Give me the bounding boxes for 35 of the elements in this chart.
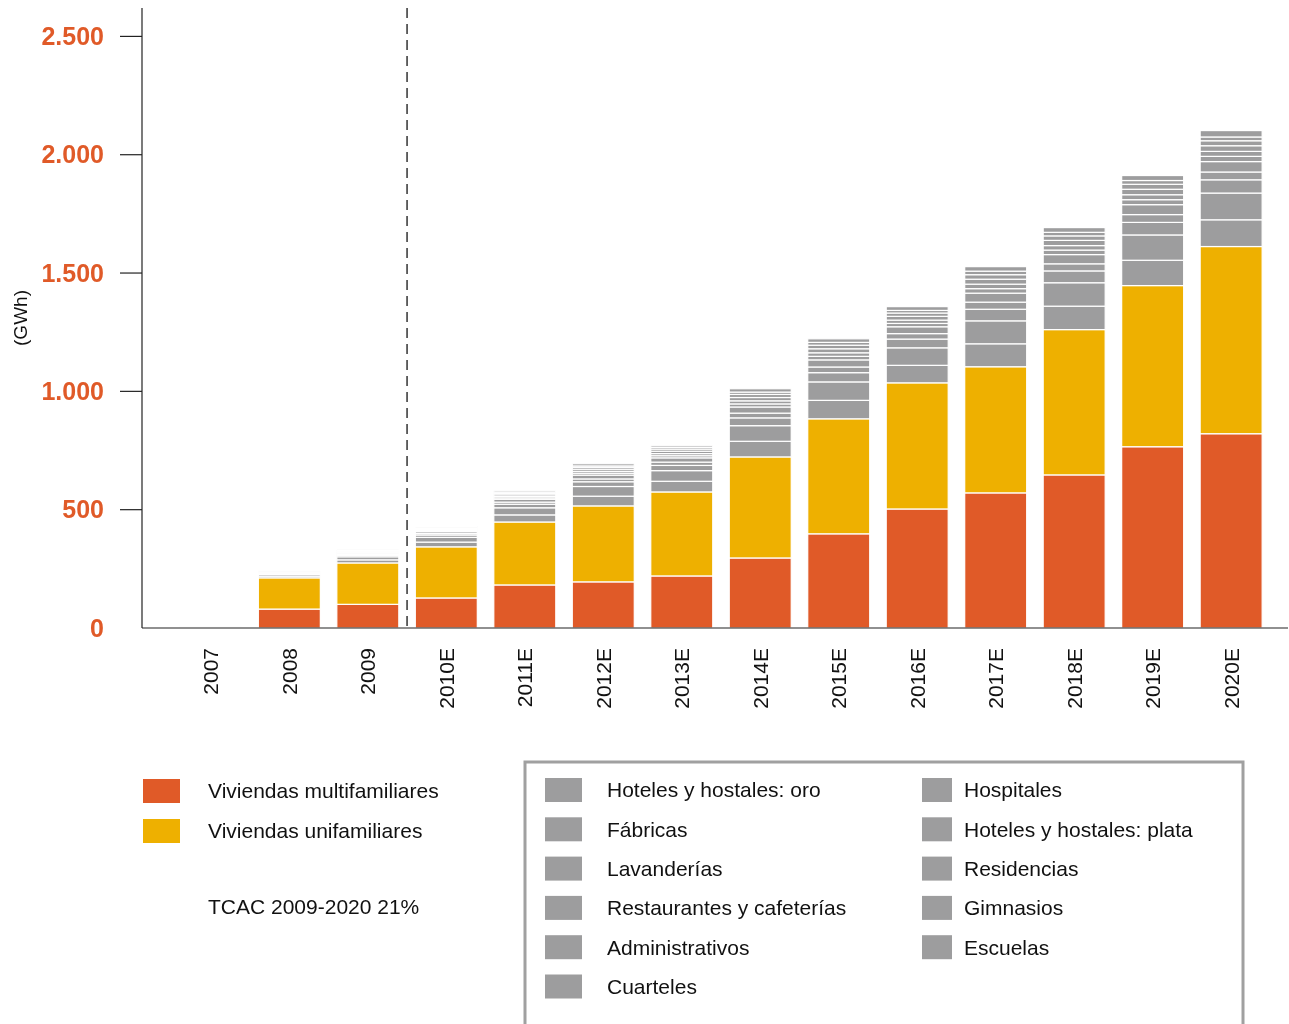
x-tick-label: 2008: [277, 648, 301, 695]
y-tick-label: 1.500: [41, 258, 104, 287]
legend-label: Escuelas: [964, 935, 1050, 959]
x-tick-label: 2015E: [827, 648, 851, 709]
legend-label: Viviendas multifamiliares: [208, 779, 439, 803]
x-tick-label: 2013E: [670, 648, 694, 709]
x-tick-label: 2020E: [1219, 648, 1243, 709]
x-tick-label: 2018E: [1062, 648, 1086, 709]
y-tick-label: 2.500: [41, 22, 104, 51]
legend-label: Administrativos: [607, 935, 750, 959]
text: TCAC 2009-2020 21%: [208, 895, 420, 919]
legend-label: Hospitales: [964, 778, 1063, 802]
x-tick-label: 2010E: [434, 648, 458, 709]
x-tick-label: 2019E: [1141, 648, 1165, 709]
x-tick-label: 2007: [199, 648, 223, 695]
legend-label: Lavanderías: [607, 856, 723, 880]
x-tick-label: 2009: [356, 648, 380, 695]
x-tick-label: 2014E: [748, 648, 772, 709]
legend-label: Hoteles y hostales: plata: [964, 817, 1194, 841]
x-tick-label: 2011E: [513, 648, 537, 708]
y-tick-label: 2.000: [41, 140, 104, 169]
legend-label: Residencias: [964, 856, 1079, 880]
legend-label: Hoteles y hostales: oro: [607, 778, 821, 802]
x-tick-label: 2012E: [591, 648, 615, 709]
y-tick-label: 500: [62, 495, 104, 524]
y-tick-label: 0: [90, 613, 104, 642]
legend-label: Viviendas unifamiliares: [208, 819, 423, 843]
x-tick-label: 2016E: [905, 648, 929, 709]
legend-label: Gimnasios: [964, 896, 1064, 920]
legend-label: Cuarteles: [607, 974, 697, 998]
legend-label: Restaurantes y cafeterías: [607, 896, 847, 920]
y-axis-title: (GWh): [9, 290, 31, 346]
x-tick-label: 2017E: [984, 648, 1008, 709]
y-tick-label: 1.000: [41, 377, 104, 406]
legend-label: Fábricas: [607, 817, 688, 841]
